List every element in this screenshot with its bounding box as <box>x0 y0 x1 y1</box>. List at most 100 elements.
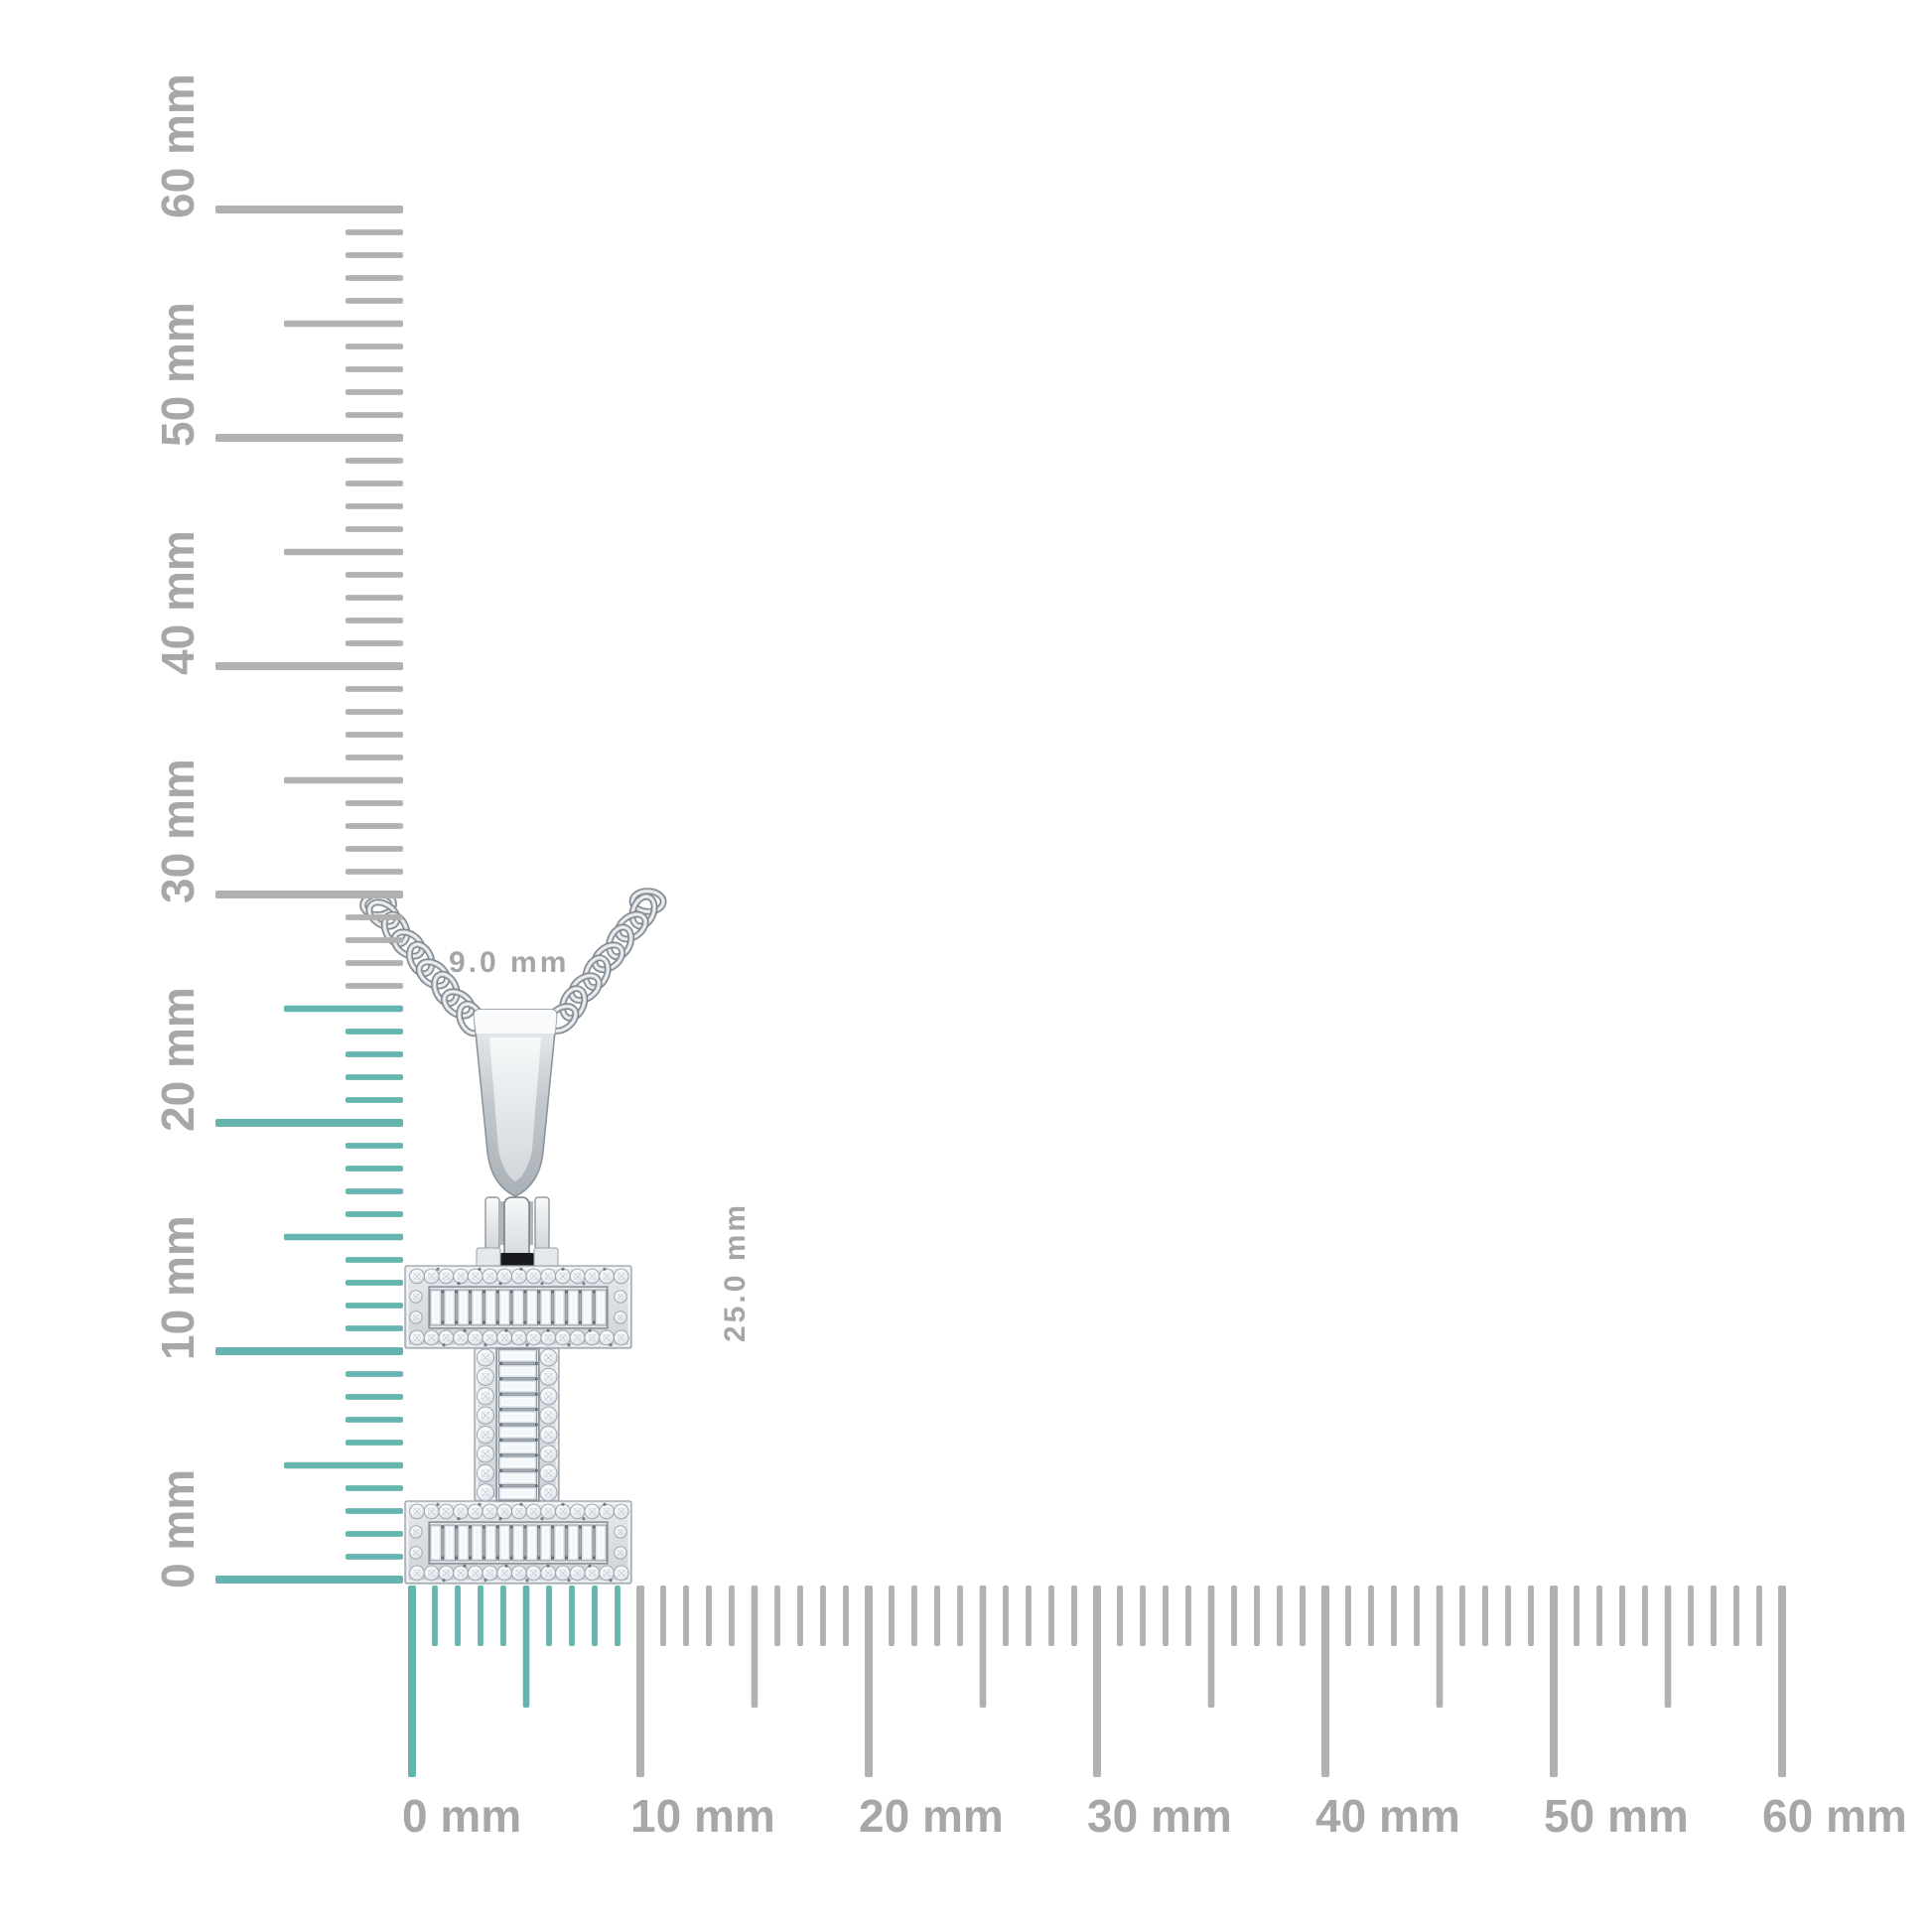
h-tick-31mm <box>1117 1586 1123 1646</box>
v-tick-54mm <box>345 344 403 349</box>
h-tick-43mm <box>1391 1586 1397 1646</box>
v-tick-34mm <box>345 800 403 806</box>
v-tick-33mm <box>345 823 403 829</box>
v-tick-10mm <box>215 1347 403 1355</box>
v-tick-43mm <box>345 595 403 601</box>
v-tick-18mm <box>345 1166 403 1172</box>
v-tick-21mm <box>345 1097 403 1103</box>
horizontal-ruler-label-60mm: 60 mm <box>1762 1790 1907 1842</box>
v-tick-22mm <box>345 1074 403 1080</box>
v-tick-28mm <box>345 937 403 943</box>
v-tick-24mm <box>345 1029 403 1035</box>
v-tick-36mm <box>345 755 403 760</box>
v-tick-44mm <box>345 572 403 578</box>
v-tick-38mm <box>345 709 403 715</box>
v-tick-0mm <box>215 1576 403 1584</box>
h-tick-32mm <box>1140 1586 1146 1646</box>
horizontal-ruler-label-10mm: 10 mm <box>630 1790 775 1842</box>
vertical-ruler-label-50mm: 50 mm <box>152 302 204 447</box>
h-tick-52mm <box>1596 1586 1602 1646</box>
v-tick-31mm <box>345 869 403 875</box>
v-tick-8mm <box>345 1394 403 1400</box>
h-tick-15mm <box>751 1586 759 1708</box>
h-tick-23mm <box>934 1586 940 1646</box>
h-tick-14mm <box>729 1586 735 1646</box>
h-tick-46mm <box>1459 1586 1465 1646</box>
h-tick-22mm <box>911 1586 917 1646</box>
h-tick-42mm <box>1368 1586 1374 1646</box>
bail-front-face <box>489 1037 541 1181</box>
h-tick-24mm <box>957 1586 963 1646</box>
v-tick-32mm <box>345 846 403 852</box>
h-tick-8mm <box>592 1586 598 1646</box>
v-tick-56mm <box>345 298 403 304</box>
horizontal-ruler-label-50mm: 50 mm <box>1544 1790 1689 1842</box>
h-tick-33mm <box>1163 1586 1169 1646</box>
h-tick-28mm <box>1048 1586 1054 1646</box>
h-tick-0mm <box>408 1586 416 1777</box>
h-tick-30mm <box>1093 1586 1101 1777</box>
h-tick-11mm <box>660 1586 666 1646</box>
h-tick-60mm <box>1778 1586 1786 1777</box>
horizontal-ruler-label-0mm: 0 mm <box>402 1790 522 1842</box>
h-tick-21mm <box>889 1586 895 1646</box>
v-tick-48mm <box>345 481 403 486</box>
initial-I-pendant <box>404 1265 632 1585</box>
h-tick-50mm <box>1550 1586 1558 1777</box>
h-tick-25mm <box>979 1586 987 1708</box>
pendant-height-dimension-label: 25.0 mm <box>719 1201 752 1342</box>
v-tick-60mm <box>215 206 403 213</box>
h-tick-7mm <box>569 1586 575 1646</box>
v-tick-40mm <box>215 662 403 670</box>
h-tick-40mm <box>1321 1586 1329 1777</box>
h-tick-2mm <box>455 1586 461 1646</box>
v-tick-15mm <box>284 1233 403 1241</box>
h-tick-55mm <box>1664 1586 1672 1708</box>
v-tick-49mm <box>345 458 403 464</box>
h-tick-48mm <box>1505 1586 1511 1646</box>
h-tick-3mm <box>478 1586 483 1646</box>
horizontal-ruler-label-20mm: 20 mm <box>859 1790 1004 1842</box>
h-tick-49mm <box>1528 1586 1534 1646</box>
v-tick-55mm <box>284 320 403 328</box>
necklace-curb-chain <box>359 888 667 1037</box>
v-tick-23mm <box>345 1051 403 1057</box>
v-tick-42mm <box>345 618 403 623</box>
v-tick-30mm <box>215 891 403 898</box>
v-tick-51mm <box>345 412 403 418</box>
v-tick-57mm <box>345 275 403 281</box>
v-tick-53mm <box>345 366 403 372</box>
hinge-slot <box>500 1253 534 1267</box>
v-tick-11mm <box>345 1325 403 1331</box>
v-tick-50mm <box>215 434 403 442</box>
vertical-ruler-label-20mm: 20 mm <box>152 987 204 1132</box>
h-tick-13mm <box>706 1586 712 1646</box>
hinge-lug-left <box>476 1247 501 1268</box>
h-tick-39mm <box>1300 1586 1306 1646</box>
vertical-ruler-label-60mm: 60 mm <box>152 73 204 218</box>
v-tick-27mm <box>345 960 403 966</box>
vertical-ruler-label-30mm: 30 mm <box>152 759 204 903</box>
h-tick-9mm <box>615 1586 621 1646</box>
ruler-ticks <box>215 206 1786 1777</box>
v-tick-59mm <box>345 229 403 235</box>
vertical-ruler-label-10mm: 10 mm <box>152 1215 204 1360</box>
v-tick-26mm <box>345 983 403 989</box>
v-tick-17mm <box>345 1188 403 1194</box>
v-tick-35mm <box>284 776 403 784</box>
hinge-lug-right <box>533 1247 559 1268</box>
h-tick-58mm <box>1733 1586 1739 1646</box>
v-tick-29mm <box>345 914 403 920</box>
h-tick-57mm <box>1711 1586 1717 1646</box>
horizontal-ruler-label-40mm: 40 mm <box>1315 1790 1460 1842</box>
v-tick-41mm <box>345 640 403 646</box>
bail-top-face <box>474 1010 557 1034</box>
h-tick-53mm <box>1619 1586 1625 1646</box>
v-tick-19mm <box>345 1143 403 1149</box>
h-tick-10mm <box>636 1586 644 1777</box>
v-tick-45mm <box>284 548 403 556</box>
h-tick-54mm <box>1642 1586 1648 1646</box>
h-tick-17mm <box>797 1586 803 1646</box>
h-tick-37mm <box>1254 1586 1260 1646</box>
v-tick-25mm <box>284 1005 403 1013</box>
